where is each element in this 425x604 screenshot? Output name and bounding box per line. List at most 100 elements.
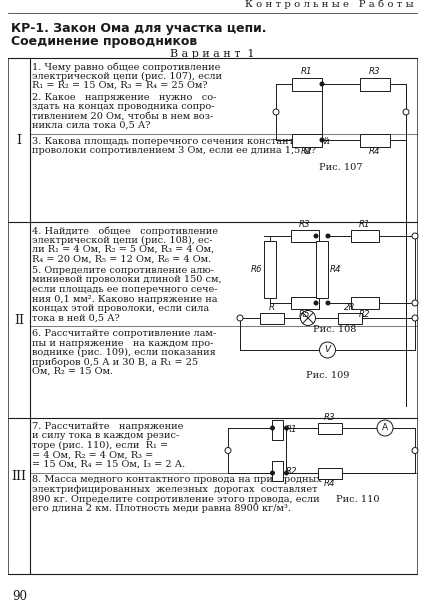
Text: R5: R5 [299, 310, 311, 319]
Text: 7. Рассчитайте   напряжение: 7. Рассчитайте напряжение [32, 422, 183, 431]
Circle shape [271, 471, 274, 475]
Circle shape [237, 315, 243, 321]
Text: R2: R2 [301, 147, 313, 156]
Bar [291, 297, 319, 309]
Text: К о н т р о л ь н ы е   Р а б о т ы: К о н т р о л ь н ы е Р а б о т ы [245, 0, 414, 9]
Text: 3. Какова площадь поперечного сечения константановой: 3. Какова площадь поперечного сечения ко… [32, 137, 330, 146]
Bar [316, 241, 328, 298]
Bar [360, 77, 390, 91]
Circle shape [412, 315, 418, 321]
Circle shape [326, 234, 330, 238]
Circle shape [320, 82, 324, 86]
Text: R3: R3 [369, 68, 381, 77]
Text: = 15 Ом, R₄ = 15 Ом, I₃ = 2 А.: = 15 Ом, R₄ = 15 Ом, I₃ = 2 А. [32, 460, 185, 469]
Text: тока в ней 0,5 А?: тока в ней 0,5 А? [32, 313, 120, 323]
Text: и силу тока в каждом резис-: и силу тока в каждом резис- [32, 431, 179, 440]
Text: Рис. 108: Рис. 108 [313, 325, 357, 334]
Text: R3: R3 [324, 413, 336, 422]
Text: Рис. 109: Рис. 109 [306, 371, 349, 381]
Text: 90: 90 [12, 590, 27, 603]
Text: проволоки сопротивлением 3 Ом, если ее длина 1,5 м?: проволоки сопротивлением 3 Ом, если ее д… [32, 146, 316, 155]
Text: = 4 Ом, R₂ = 4 Ом, R₃ =: = 4 Ом, R₂ = 4 Ом, R₃ = [32, 451, 153, 460]
Circle shape [273, 109, 279, 115]
Bar [272, 461, 283, 481]
Text: Рис. 110: Рис. 110 [336, 495, 379, 504]
Bar [264, 241, 276, 298]
Bar [360, 133, 390, 147]
Text: Соединение проводников: Соединение проводников [11, 35, 197, 48]
Circle shape [326, 301, 330, 305]
Bar [351, 230, 379, 242]
Text: R4: R4 [369, 147, 381, 156]
Circle shape [285, 471, 288, 475]
Circle shape [271, 426, 274, 430]
Bar [260, 312, 284, 324]
Text: приборов 0,5 А и 30 В, а R₁ = 25: приборов 0,5 А и 30 В, а R₁ = 25 [32, 358, 198, 367]
Text: R1: R1 [286, 425, 297, 434]
Circle shape [412, 448, 418, 454]
Circle shape [412, 300, 418, 306]
Text: 1. Чему равно общее сопротивление: 1. Чему равно общее сопротивление [32, 62, 221, 71]
Text: 890 кг. Определите сопротивление этого провода, если: 890 кг. Определите сопротивление этого п… [32, 495, 320, 504]
Circle shape [403, 109, 409, 115]
Text: R1: R1 [301, 68, 313, 77]
Text: пы и напряжение   на каждом про-: пы и напряжение на каждом про- [32, 338, 213, 347]
Text: ли R₁ = 4 Ом, R₂ = 5 Ом, R₃ = 4 Ом,: ли R₁ = 4 Ом, R₂ = 5 Ом, R₃ = 4 Ом, [32, 245, 214, 254]
Text: 2R: 2R [344, 303, 356, 312]
Text: электрической цепи (рис. 108), ес-: электрической цепи (рис. 108), ес- [32, 236, 212, 245]
Circle shape [320, 342, 335, 358]
Text: II: II [14, 313, 24, 327]
Text: R4: R4 [324, 480, 336, 489]
Text: электрической цепи (рис. 107), если: электрической цепи (рис. 107), если [32, 71, 222, 80]
Text: 5. Определите сопротивление алю-: 5. Определите сопротивление алю- [32, 266, 214, 275]
Bar [318, 423, 342, 434]
Circle shape [314, 234, 318, 238]
Text: III: III [11, 469, 26, 483]
Circle shape [285, 426, 288, 430]
Text: R2: R2 [359, 310, 371, 319]
Circle shape [314, 301, 318, 305]
Text: Ом, R₂ = 15 Ом.: Ом, R₂ = 15 Ом. [32, 367, 113, 376]
Bar [338, 312, 362, 324]
Circle shape [320, 138, 324, 142]
Circle shape [412, 233, 418, 239]
Bar [351, 297, 379, 309]
Text: R₁ = R₂ = 15 Ом, R₃ = R₄ = 25 Ом?: R₁ = R₂ = 15 Ом, R₃ = R₄ = 25 Ом? [32, 81, 208, 90]
Text: I: I [17, 133, 22, 147]
Text: В а р и а н т  1: В а р и а н т 1 [170, 49, 254, 59]
Text: R6: R6 [250, 265, 262, 274]
Text: A: A [382, 423, 388, 432]
Text: R1: R1 [359, 220, 371, 229]
Text: R₄ = 20 Ом, R₅ = 12 Ом, R₆ = 4 Ом.: R₄ = 20 Ом, R₅ = 12 Ом, R₆ = 4 Ом. [32, 254, 211, 263]
Text: электрифицированных  железных  дорогах  составляет: электрифицированных железных дорогах сос… [32, 485, 317, 494]
Text: 8. Масса медного контактного провода на пригородных: 8. Масса медного контактного провода на … [32, 475, 322, 484]
Text: тивлением 20 Ом, чтобы в нем воз-: тивлением 20 Ом, чтобы в нем воз- [32, 112, 213, 121]
Circle shape [300, 310, 315, 326]
Bar [292, 133, 322, 147]
Text: 2. Какое   напряжение   нужно   со-: 2. Какое напряжение нужно со- [32, 92, 216, 101]
Bar [292, 77, 322, 91]
Text: концах этой проволоки, если сила: концах этой проволоки, если сила [32, 304, 209, 313]
Text: ния 0,1 мм². Каково напряжение на: ния 0,1 мм². Каково напряжение на [32, 295, 218, 303]
Text: никла сила тока 0,5 А?: никла сила тока 0,5 А? [32, 121, 150, 130]
Bar [291, 230, 319, 242]
Text: здать на концах проводника сопро-: здать на концах проводника сопро- [32, 102, 215, 111]
Bar [272, 420, 283, 440]
Text: торе (рис. 110), если  R₁ =: торе (рис. 110), если R₁ = [32, 441, 168, 450]
Text: воднике (рис. 109), если показания: воднике (рис. 109), если показания [32, 348, 216, 357]
Text: R: R [269, 303, 275, 312]
Text: R4: R4 [330, 265, 342, 274]
Text: R2: R2 [286, 466, 297, 475]
Bar [318, 467, 342, 478]
Text: миниевой проволоки длиной 150 см,: миниевой проволоки длиной 150 см, [32, 275, 221, 284]
Circle shape [225, 448, 231, 454]
Text: V: V [324, 345, 331, 355]
Text: Рис. 107: Рис. 107 [319, 162, 363, 172]
Text: КР-1. Закон Ома для участка цепи.: КР-1. Закон Ома для участка цепи. [11, 22, 266, 35]
Text: R3: R3 [299, 220, 311, 229]
Text: его длина 2 км. Плотность меди равна 8900 кг/м³.: его длина 2 км. Плотность меди равна 890… [32, 504, 291, 513]
Text: 6. Рассчитайте сопротивление лам-: 6. Рассчитайте сопротивление лам- [32, 329, 216, 338]
Circle shape [377, 420, 393, 436]
Text: 4. Найдите   общее   сопротивление: 4. Найдите общее сопротивление [32, 226, 218, 236]
Text: если площадь ее поперечного сече-: если площадь ее поперечного сече- [32, 285, 218, 294]
